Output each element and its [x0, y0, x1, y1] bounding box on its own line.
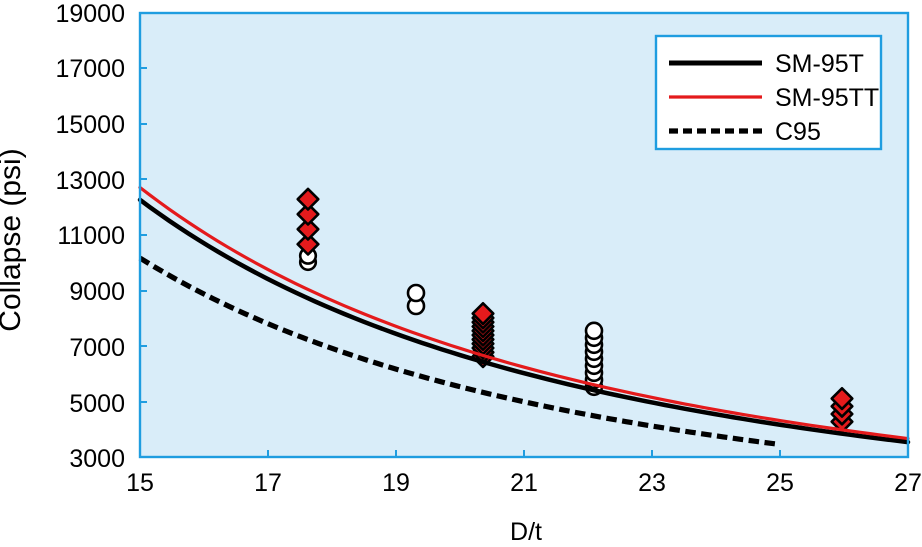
- svg-text:17000: 17000: [55, 55, 125, 83]
- svg-text:19000: 19000: [55, 0, 125, 28]
- svg-text:15: 15: [126, 469, 154, 497]
- svg-text:9000: 9000: [69, 278, 125, 306]
- svg-text:25: 25: [766, 469, 794, 497]
- svg-text:15000: 15000: [55, 111, 125, 139]
- svg-text:Collapse (psi): Collapse (psi): [0, 148, 27, 331]
- svg-text:C95: C95: [775, 118, 821, 146]
- svg-text:17: 17: [254, 469, 282, 497]
- svg-text:23: 23: [638, 469, 666, 497]
- svg-text:13000: 13000: [55, 167, 125, 195]
- svg-text:7000: 7000: [69, 334, 125, 362]
- svg-text:21: 21: [510, 469, 538, 497]
- svg-text:27: 27: [894, 469, 922, 497]
- svg-text:3000: 3000: [69, 445, 125, 473]
- svg-text:11000: 11000: [57, 222, 125, 250]
- svg-text:SM-95TT: SM-95TT: [775, 84, 879, 112]
- svg-text:SM-95T: SM-95T: [775, 50, 864, 78]
- svg-text:19: 19: [382, 469, 410, 497]
- svg-text:D/t: D/t: [510, 518, 542, 546]
- svg-text:5000: 5000: [69, 390, 125, 418]
